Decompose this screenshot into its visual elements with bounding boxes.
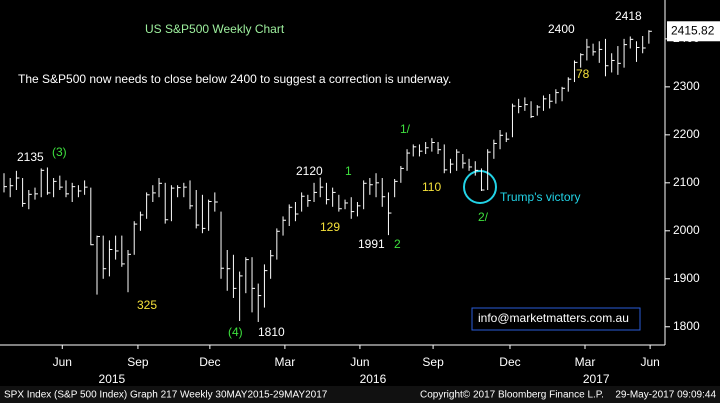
x-tick-label: Jun (53, 355, 72, 369)
last-price: 2415.82 (671, 23, 715, 37)
footer-date: 29-May-2017 09:09:44 (615, 390, 716, 401)
x-tick-label: Sep (422, 355, 444, 369)
annotation: 1 (345, 164, 352, 178)
x-tick-label: Sep (127, 355, 149, 369)
annotation: 325 (137, 298, 157, 312)
annotation: 2/ (478, 210, 489, 224)
year-label: 2015 (99, 372, 126, 386)
annotation: 110 (422, 180, 441, 194)
x-tick-label: Jun (350, 355, 369, 369)
x-tick-label: Mar (575, 355, 596, 369)
y-tick-label: 2300 (673, 79, 700, 93)
annotation: 2418 (615, 9, 642, 23)
annotation: 2120 (296, 164, 323, 178)
highlight-circle (463, 170, 497, 204)
annotation: (4) (228, 325, 243, 339)
chart-title: US S&P500 Weekly Chart (145, 22, 285, 36)
y-tick-label: 1900 (673, 271, 700, 285)
footer-bar (0, 386, 720, 403)
x-tick-label: Dec (199, 355, 220, 369)
year-label: 2017 (583, 372, 610, 386)
footer-left: SPX Index (S&P 500 Index) Graph 217 Week… (4, 390, 328, 401)
y-tick-label: 2000 (673, 223, 700, 237)
annotation: 1/ (400, 122, 411, 136)
y-tick-label: 1800 (673, 319, 700, 333)
annotation: 129 (320, 220, 340, 234)
x-tick-label: Mar (275, 355, 296, 369)
x-tick-label: Dec (499, 355, 520, 369)
annotation: 78 (576, 67, 590, 81)
annotation: 1991 (358, 237, 385, 251)
annotation: 2135 (17, 150, 44, 164)
last-price-box (667, 21, 720, 42)
annotation: 2400 (548, 22, 575, 36)
footer-copyright: Copyright© 2017 Bloomberg Finance L.P. (420, 390, 604, 401)
y-tick-label: 2200 (673, 127, 700, 141)
annotation: (3) (52, 145, 67, 159)
x-tick-label: Jun (640, 355, 659, 369)
year-label: 2016 (360, 372, 387, 386)
watermark-box (471, 307, 641, 331)
watermark: info@marketmatters.com.au (478, 311, 629, 325)
annotation: Trump's victory (500, 190, 581, 204)
subtitle: The S&P500 now needs to close below 2400… (18, 72, 451, 86)
annotation: 2 (394, 237, 401, 251)
y-tick-label: 2100 (673, 175, 700, 189)
annotation: 1810 (258, 325, 285, 339)
